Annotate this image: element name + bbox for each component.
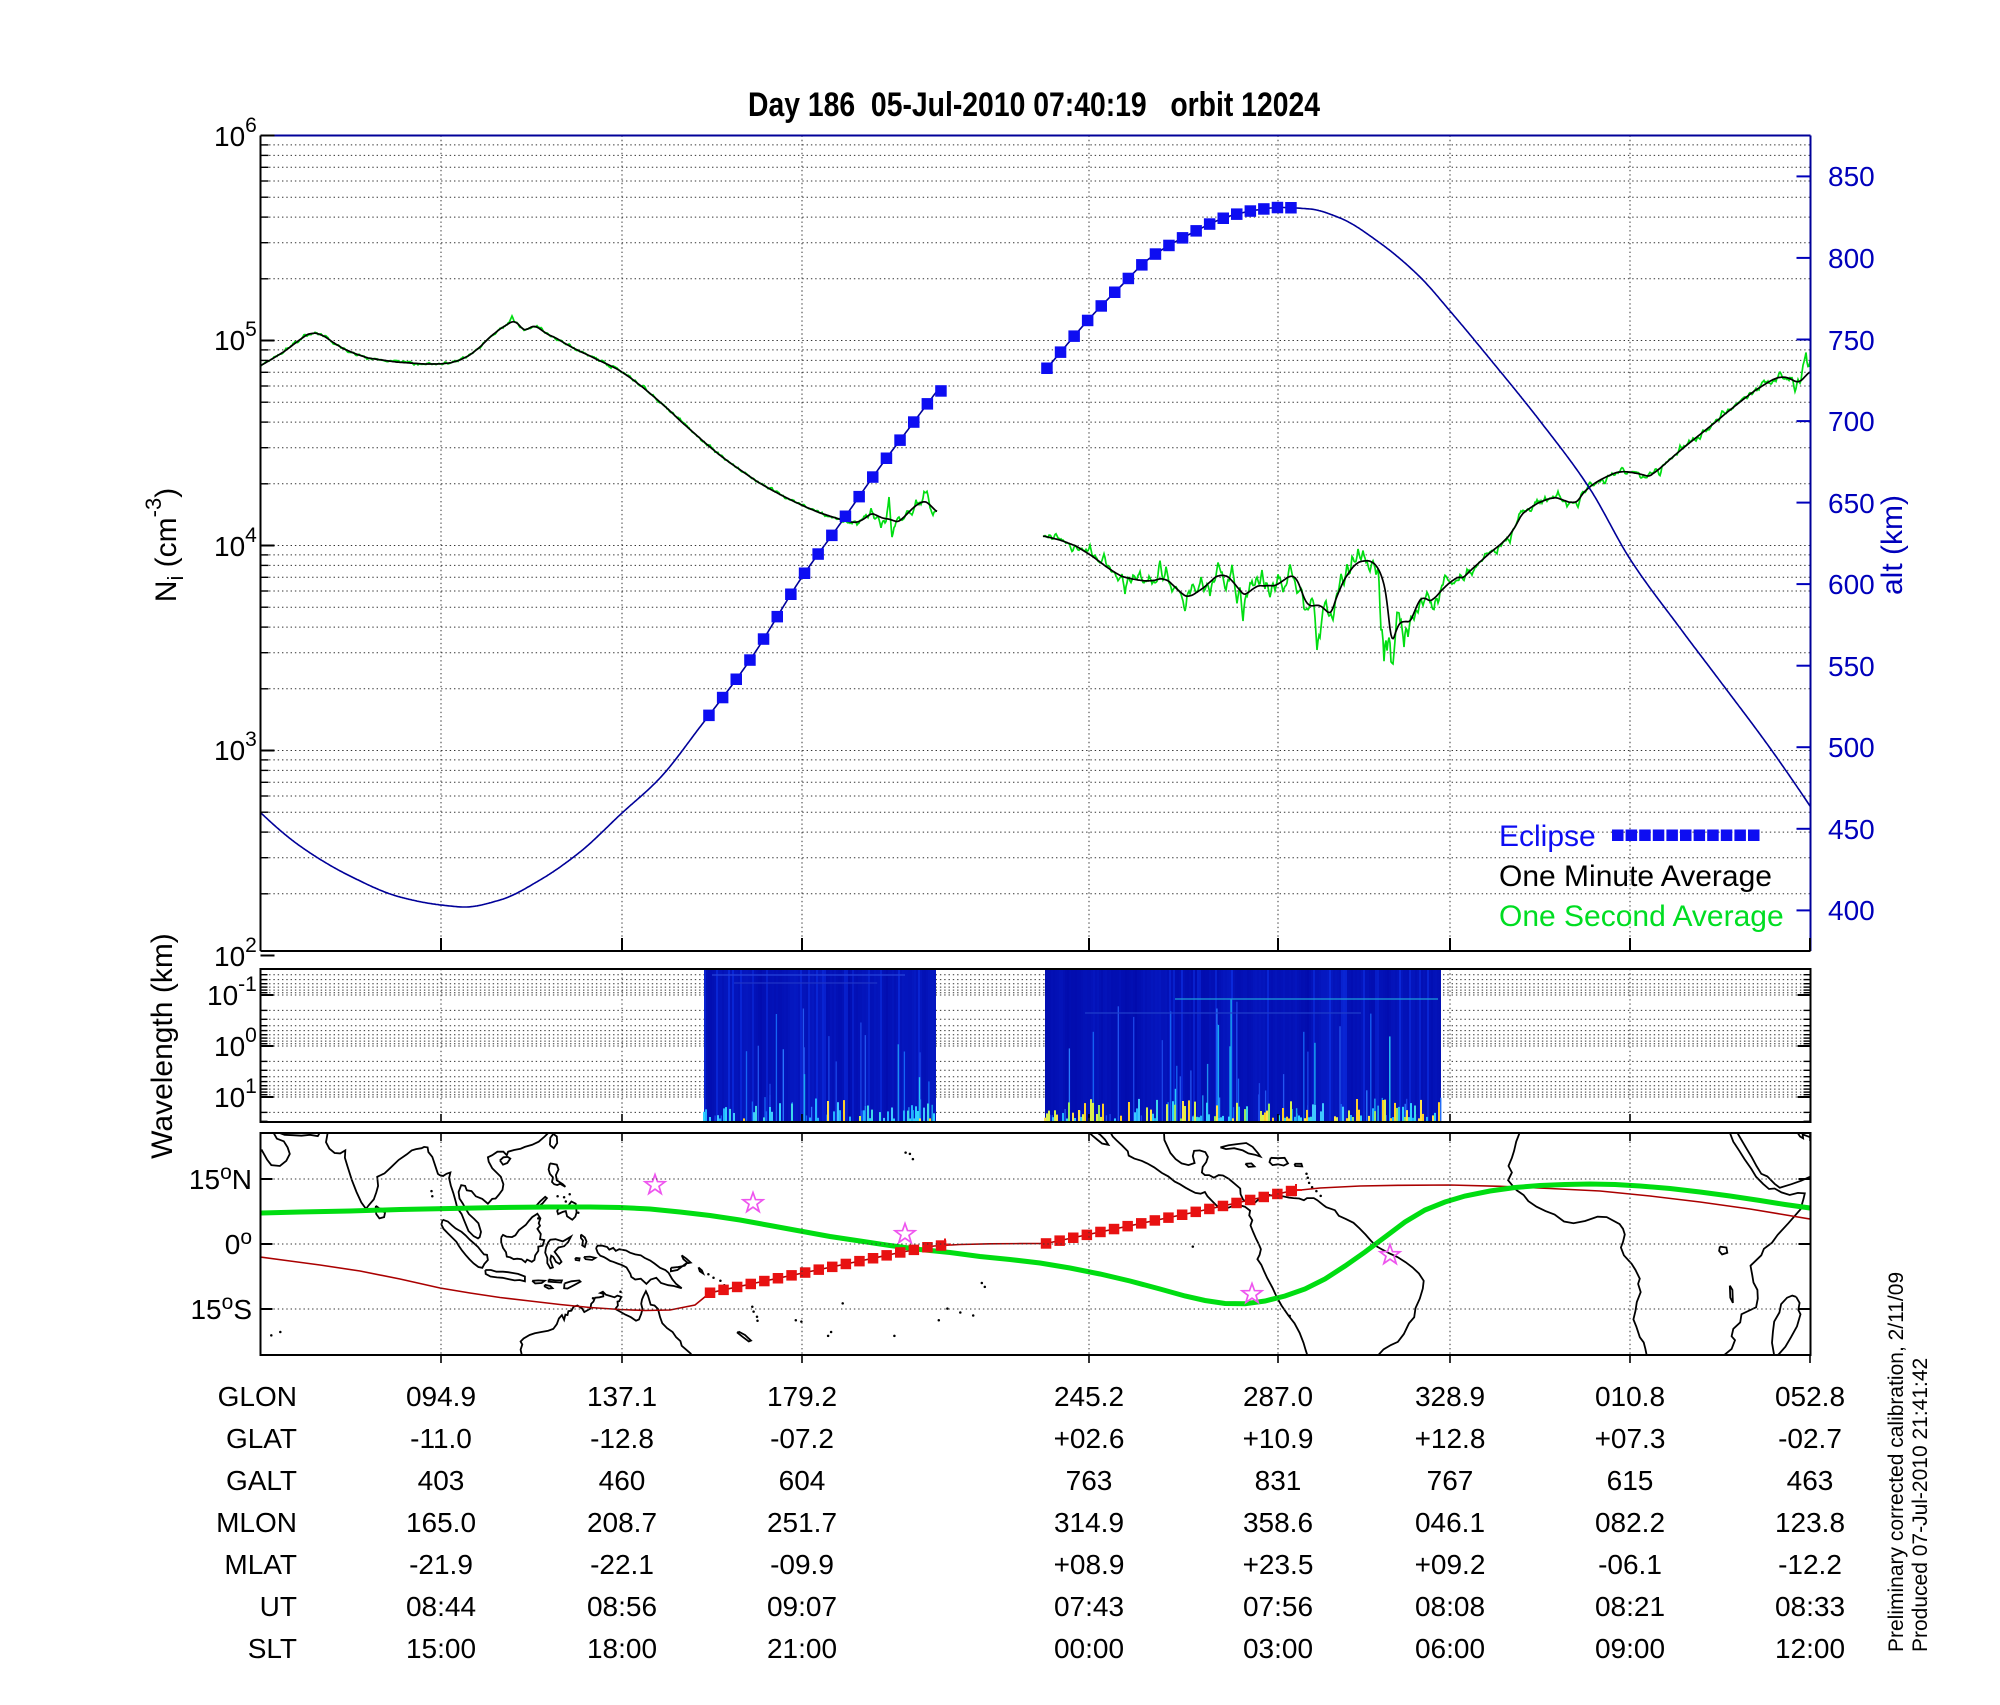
svg-text:094.9: 094.9 <box>406 1381 476 1412</box>
svg-text:08:08: 08:08 <box>1415 1591 1485 1622</box>
svg-text:287.0: 287.0 <box>1243 1381 1313 1412</box>
svg-text:046.1: 046.1 <box>1415 1507 1485 1538</box>
svg-text:-12.8: -12.8 <box>590 1423 654 1454</box>
svg-text:-11.0: -11.0 <box>410 1423 472 1454</box>
svg-text:+07.3: +07.3 <box>1595 1423 1666 1454</box>
svg-text:+09.2: +09.2 <box>1415 1549 1486 1580</box>
svg-text:650: 650 <box>1828 488 1875 519</box>
svg-text:08:44: 08:44 <box>406 1591 476 1622</box>
svg-text:615: 615 <box>1607 1465 1654 1496</box>
svg-text:800: 800 <box>1828 243 1875 274</box>
svg-text:208.7: 208.7 <box>587 1507 657 1538</box>
svg-text:767: 767 <box>1427 1465 1474 1496</box>
svg-text:010.8: 010.8 <box>1595 1381 1665 1412</box>
svg-text:750: 750 <box>1828 325 1875 356</box>
svg-text:Eclipse: Eclipse <box>1499 820 1596 853</box>
svg-text:07:43: 07:43 <box>1054 1591 1124 1622</box>
svg-text:500: 500 <box>1828 732 1875 763</box>
svg-text:07:56: 07:56 <box>1243 1591 1313 1622</box>
svg-text:-02.7: -02.7 <box>1778 1423 1842 1454</box>
svg-text:One Second Average: One Second Average <box>1499 900 1784 933</box>
svg-text:358.6: 358.6 <box>1243 1507 1313 1538</box>
svg-text:12:00: 12:00 <box>1775 1633 1845 1664</box>
svg-text:MLAT: MLAT <box>224 1549 297 1580</box>
svg-text:08:33: 08:33 <box>1775 1591 1845 1622</box>
svg-text:21:00: 21:00 <box>767 1633 837 1664</box>
svg-text:+12.8: +12.8 <box>1415 1423 1486 1454</box>
svg-text:831: 831 <box>1255 1465 1302 1496</box>
svg-text:-22.1: -22.1 <box>590 1549 654 1580</box>
svg-text:UT: UT <box>260 1591 297 1622</box>
svg-text:SLT: SLT <box>248 1633 297 1664</box>
svg-text:082.2: 082.2 <box>1595 1507 1665 1538</box>
svg-text:-12.2: -12.2 <box>1778 1549 1842 1580</box>
svg-text:GLAT: GLAT <box>226 1423 297 1454</box>
svg-text:+10.9: +10.9 <box>1243 1423 1314 1454</box>
svg-text:+08.9: +08.9 <box>1054 1549 1125 1580</box>
svg-text:400: 400 <box>1828 895 1875 926</box>
svg-text:09:00: 09:00 <box>1595 1633 1665 1664</box>
svg-text:052.8: 052.8 <box>1775 1381 1845 1412</box>
svg-text:18:00: 18:00 <box>587 1633 657 1664</box>
svg-text:08:21: 08:21 <box>1595 1591 1665 1622</box>
svg-text:00:00: 00:00 <box>1054 1633 1124 1664</box>
svg-text:460: 460 <box>599 1465 646 1496</box>
svg-text:MLON: MLON <box>216 1507 297 1538</box>
svg-text:450: 450 <box>1828 814 1875 845</box>
svg-text:-06.1: -06.1 <box>1598 1549 1662 1580</box>
svg-text:314.9: 314.9 <box>1054 1507 1124 1538</box>
svg-text:GALT: GALT <box>226 1465 297 1496</box>
svg-text:550: 550 <box>1828 651 1875 682</box>
svg-text:Preliminary corrected calibrat: Preliminary corrected calibration, 2/11/… <box>1885 1272 1908 1652</box>
svg-text:+02.6: +02.6 <box>1054 1423 1125 1454</box>
svg-text:403: 403 <box>418 1465 465 1496</box>
svg-text:763: 763 <box>1066 1465 1113 1496</box>
svg-text:15:00: 15:00 <box>406 1633 476 1664</box>
svg-text:06:00: 06:00 <box>1415 1633 1485 1664</box>
svg-text:604: 604 <box>779 1465 826 1496</box>
svg-text:328.9: 328.9 <box>1415 1381 1485 1412</box>
svg-text:09:07: 09:07 <box>767 1591 837 1622</box>
svg-text:03:00: 03:00 <box>1243 1633 1313 1664</box>
svg-text:Wavelength (km): Wavelength (km) <box>146 933 179 1159</box>
svg-text:251.7: 251.7 <box>767 1507 837 1538</box>
svg-text:850: 850 <box>1828 161 1875 192</box>
svg-text:-09.9: -09.9 <box>770 1549 834 1580</box>
svg-text:165.0: 165.0 <box>406 1507 476 1538</box>
svg-text:137.1: 137.1 <box>587 1381 657 1412</box>
svg-text:245.2: 245.2 <box>1054 1381 1124 1412</box>
svg-text:463: 463 <box>1787 1465 1834 1496</box>
svg-text:600: 600 <box>1828 569 1875 600</box>
svg-text:700: 700 <box>1828 406 1875 437</box>
svg-text:15oS: 15oS <box>190 1291 252 1325</box>
svg-text:08:56: 08:56 <box>587 1591 657 1622</box>
svg-text:alt (km): alt (km) <box>1876 495 1909 595</box>
svg-text:179.2: 179.2 <box>767 1381 837 1412</box>
svg-text:123.8: 123.8 <box>1775 1507 1845 1538</box>
svg-text:One Minute Average: One Minute Average <box>1499 860 1772 893</box>
svg-text:-07.2: -07.2 <box>770 1423 834 1454</box>
svg-text:GLON: GLON <box>218 1381 297 1412</box>
svg-text:+23.5: +23.5 <box>1243 1549 1314 1580</box>
svg-text:Day 186 05-Jul-2010 07:40:19: Day 186 05-Jul-2010 07:40:19 orbit 12024 <box>748 86 1320 124</box>
svg-text:-21.9: -21.9 <box>409 1549 473 1580</box>
svg-text:Produced 07-Jul-2010 21:41:42: Produced 07-Jul-2010 21:41:42 <box>1909 1358 1932 1652</box>
